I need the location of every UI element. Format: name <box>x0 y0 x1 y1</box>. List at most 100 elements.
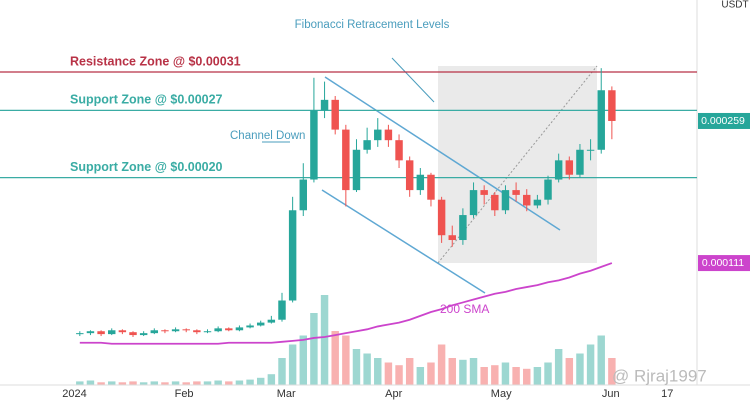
price-tag-label: 0.000259 <box>701 115 745 127</box>
candle-body <box>246 325 254 328</box>
volume-bar <box>86 380 95 385</box>
volume-bar <box>608 358 616 385</box>
currency: USDT <box>721 0 748 11</box>
watermark: @ Rjraj1997 <box>612 366 707 385</box>
candle-body <box>299 179 307 211</box>
volume-bar <box>395 365 403 385</box>
candle-body <box>182 329 190 331</box>
candle-body <box>342 129 350 191</box>
volume-bar <box>203 381 212 385</box>
volume-bar <box>565 358 574 385</box>
sma-line <box>79 262 613 345</box>
volume-bar <box>512 367 520 385</box>
candle-body <box>267 319 276 323</box>
candle-body <box>225 328 233 331</box>
candle-body <box>427 174 435 200</box>
volume-bar <box>480 367 488 385</box>
candle-body <box>139 333 148 336</box>
x-tick-label: Mar <box>277 388 296 400</box>
volume-bar <box>491 365 499 385</box>
volume-bar <box>586 344 595 385</box>
candle-body <box>235 327 244 331</box>
candle-body <box>76 333 84 335</box>
volume-bar <box>416 367 425 385</box>
volume-bar <box>235 380 244 385</box>
x-tick-label: Feb <box>175 388 194 400</box>
candle-body <box>491 194 499 211</box>
volume-bar <box>342 335 350 385</box>
volume-bar <box>108 381 116 385</box>
level-label: Support Zone @ $0.00027 <box>70 93 223 107</box>
level-label: Resistance Zone @ $0.00031 <box>70 54 241 68</box>
candle-body <box>256 322 265 326</box>
price-tag <box>698 112 750 129</box>
price-tag <box>698 255 750 272</box>
candle-body <box>565 160 574 175</box>
volume-bar <box>214 380 222 385</box>
volume-bar <box>288 344 297 385</box>
candle-body <box>352 149 361 191</box>
candle-body <box>384 129 393 141</box>
volume-bar <box>256 377 265 385</box>
x-tick-label: Apr <box>385 388 402 400</box>
volume-bar <box>374 358 382 385</box>
candle-body <box>523 194 531 206</box>
volume-bar <box>97 382 105 385</box>
level-label: Support Zone @ $0.00020 <box>70 160 223 174</box>
volume-bar <box>363 353 371 385</box>
x-tick-label: 2024 <box>62 388 86 400</box>
candle-body <box>416 174 425 191</box>
sma-annotation: 200 SMA <box>440 302 489 316</box>
volume-bar <box>427 362 435 385</box>
candle-body <box>193 330 201 333</box>
x-tick-label: May <box>491 388 512 400</box>
candle-body <box>597 90 605 150</box>
volume-bar <box>150 381 159 385</box>
fib-annotation: Fibonacci Retracement Levels <box>295 19 450 31</box>
candle-body <box>374 129 382 141</box>
volume-bar <box>523 368 531 385</box>
candle-body <box>288 210 297 301</box>
volume-bar <box>267 374 276 385</box>
volume-bar <box>554 349 563 385</box>
volume-bar <box>576 353 584 385</box>
volume-bar <box>193 381 201 385</box>
volume-bar <box>437 344 446 385</box>
volume-bar <box>139 382 148 385</box>
candle-body <box>320 99 329 111</box>
candle-body <box>278 300 286 320</box>
candle-body <box>129 332 137 336</box>
candle-body <box>118 330 127 333</box>
candle-body <box>437 199 446 236</box>
candle-body <box>501 190 510 211</box>
candle-body <box>310 110 318 180</box>
volume-bar <box>310 313 318 385</box>
channel-line <box>324 76 561 231</box>
volume-bar <box>129 381 137 385</box>
candle-body <box>554 160 563 180</box>
volume-bar <box>161 382 169 385</box>
volume-bar <box>544 362 552 385</box>
x-tick-label: 17 <box>661 388 673 400</box>
candle-body <box>363 140 371 150</box>
volume-bar <box>171 381 180 385</box>
candle-body <box>203 331 212 333</box>
fib-arrow <box>391 57 435 103</box>
candle-body <box>108 330 116 335</box>
candle-body <box>544 179 552 200</box>
candle-body <box>533 199 542 206</box>
candle-body <box>331 99 339 130</box>
volume-bar <box>225 381 233 385</box>
candle-body <box>214 328 222 332</box>
candle-body <box>395 140 403 161</box>
volume-bar <box>469 358 478 385</box>
candle-body <box>608 90 616 121</box>
candle-body <box>576 149 584 175</box>
candle-body <box>480 190 488 195</box>
price-tag-label: 0.000111 <box>702 257 744 269</box>
volume-bar <box>448 358 456 385</box>
volume-bar <box>246 379 254 385</box>
volume-bar <box>384 362 393 385</box>
